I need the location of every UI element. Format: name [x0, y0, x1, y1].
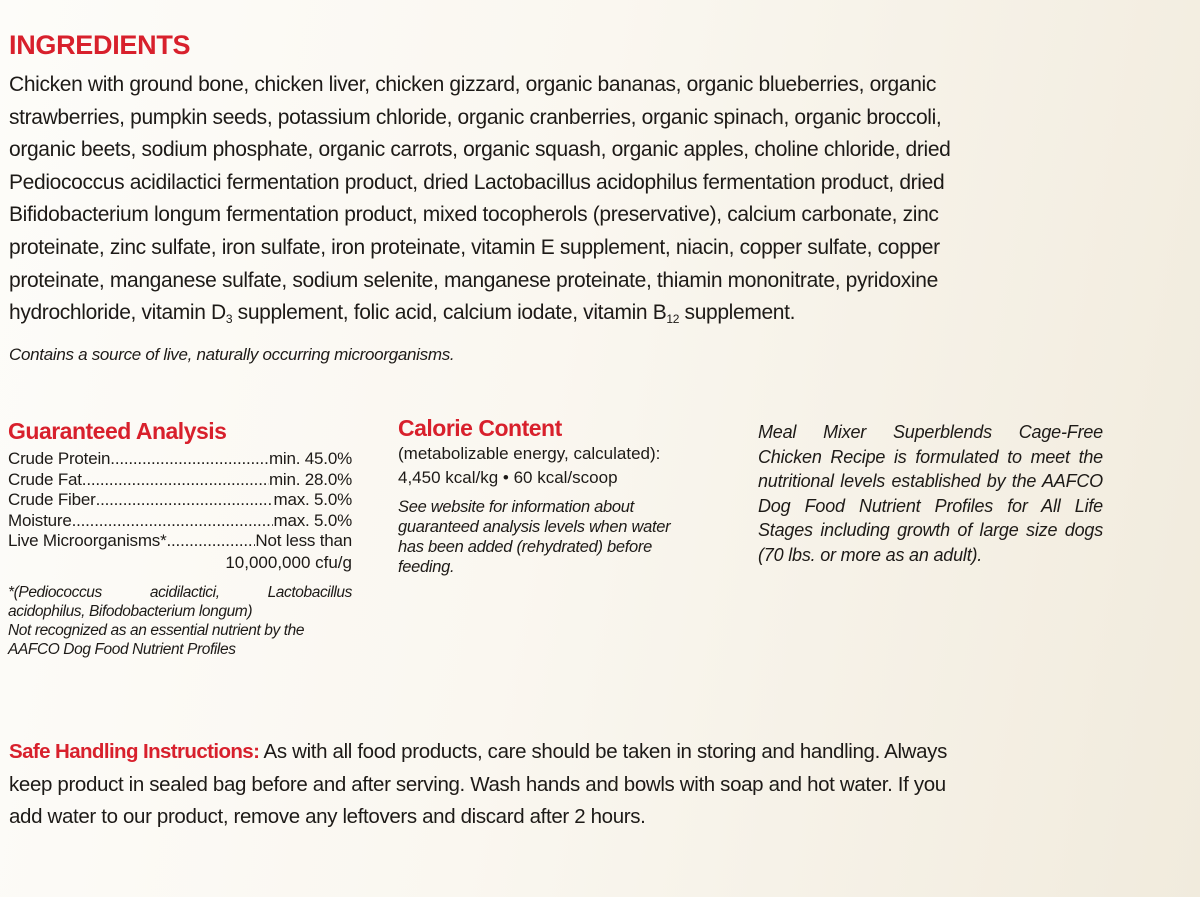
subscript: 3	[225, 312, 233, 327]
ingredients-line-last: hydrochloride, vitamin D3 supplement, fo…	[9, 297, 951, 330]
calorie-note: See website for information about guaran…	[398, 498, 671, 576]
calorie-subtitle: (metabolizable energy, calculated):	[398, 444, 661, 463]
ingredients-line: Pediococcus acidilactici fermentation pr…	[9, 170, 945, 194]
aafco-statement: Meal Mixer Superblends Cage-Free Chicken…	[758, 422, 1103, 565]
ingredients-line: Bifidobacterium longum fermentation prod…	[9, 203, 939, 227]
analysis-row: Crude Protein min. 45.0%	[8, 449, 352, 470]
microorganisms-note: Contains a source of live, naturally occ…	[9, 345, 455, 364]
analysis-footnote: *(Pediococcus acidilactici, Lactobacillu…	[8, 583, 352, 659]
analysis-label: Crude Fiber	[8, 490, 96, 509]
analysis-row: Crude Fiber max. 5.0%	[8, 490, 352, 511]
safe-handling-text: keep product in sealed bag before and af…	[9, 772, 946, 796]
analysis-value-continued: 10,000,000 cfu/g	[225, 552, 352, 572]
ingredients-line: Chicken with ground bone, chicken liver,…	[9, 73, 936, 96]
ingredients-line: proteinate, manganese sulfate, sodium se…	[9, 268, 938, 292]
ingredients-title: INGREDIENTS	[9, 30, 191, 60]
analysis-row: Moisture max. 5.0%	[8, 511, 352, 532]
analysis-value: Not less than	[255, 531, 352, 550]
ingredients-line: proteinate, zinc sulfate, iron sulfate, …	[9, 235, 940, 259]
guaranteed-analysis-title: Guaranteed Analysis	[8, 418, 227, 444]
safe-handling-section: Safe Handling Instructions: As with all …	[9, 736, 947, 834]
footnote-line: *(Pediococcus acidilactici, Lactobacillu…	[8, 583, 352, 601]
analysis-row: Crude Fat min. 28.0%	[8, 470, 352, 491]
analysis-value: min. 28.0%	[268, 469, 352, 489]
analysis-row: Live Microorganisms* Not less than	[8, 531, 352, 552]
safe-handling-title: Safe Handling Instructions:	[9, 740, 260, 763]
footnote-line: Not recognized as an essential nutrient …	[8, 621, 305, 639]
calorie-content-section: Calorie Content (metabolizable energy, c…	[398, 415, 728, 577]
guaranteed-analysis-section: Guaranteed Analysis Crude Protein min. 45…	[8, 418, 352, 659]
text: supplement, folic acid, calcium iodate, …	[232, 301, 667, 325]
safe-handling-text: As with all food products, care should b…	[259, 740, 948, 763]
footnote-line: AAFCO Dog Food Nutrient Profiles	[8, 640, 236, 658]
subscript: 12	[666, 312, 680, 327]
ingredients-line: strawberries, pumpkin seeds, potassium c…	[9, 105, 942, 129]
text: hydrochloride, vitamin D	[9, 301, 226, 325]
safe-handling-text: add water to our product, remove any lef…	[9, 805, 646, 828]
text: supplement.	[679, 301, 796, 325]
analysis-value: max. 5.0%	[273, 510, 352, 530]
analysis-label: Moisture	[8, 510, 72, 530]
ingredients-list: Chicken with ground bone, chicken liver,…	[9, 69, 951, 330]
ingredients-line: organic beets, sodium phosphate, organic…	[9, 138, 951, 162]
analysis-value: max. 5.0%	[273, 490, 352, 509]
analysis-value: min. 45.0%	[268, 449, 352, 468]
analysis-label: Crude Protein	[8, 449, 111, 468]
analysis-label: Crude Fat	[8, 469, 82, 489]
calorie-content-title: Calorie Content	[398, 415, 562, 441]
footnote-line: acidophilus, Bifodobacterium longum)	[8, 602, 253, 620]
calorie-value: 4,450 kcal/kg • 60 kcal/scoop	[398, 468, 618, 487]
analysis-label: Live Microorganisms*	[8, 531, 167, 550]
